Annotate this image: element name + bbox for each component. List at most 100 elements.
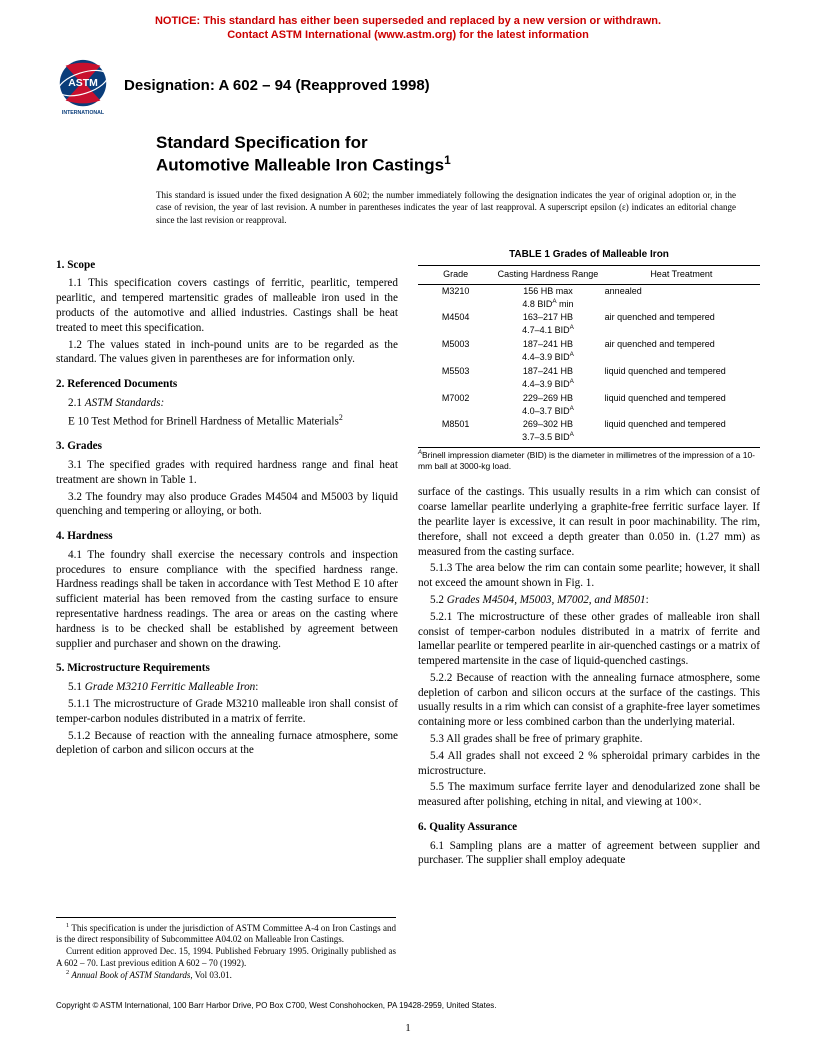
cell: M3210: [418, 284, 493, 311]
s5-r3a: 5.2: [430, 594, 447, 606]
title-block: Standard Specification for Automotive Ma…: [0, 115, 816, 182]
cell-h1: 163–217 HB: [523, 312, 573, 322]
s2-p2: E 10 Test Method for Brinell Hardness of…: [68, 413, 398, 430]
s2-p1i: ASTM Standards:: [85, 397, 164, 409]
tnote-text: Brinell impression diameter (BID) is the…: [418, 450, 755, 471]
table-row: M5503187–241 HB4.4–3.9 BIDAliquid quench…: [418, 365, 760, 392]
s1-p1: 1.1 This specification covers castings o…: [56, 276, 398, 335]
designation: Designation: A 602 – 94 (Reapproved 1998…: [124, 77, 430, 94]
s5-r7: 5.4 All grades shall not exceed 2 % sphe…: [418, 749, 760, 779]
s2-p1a: 2.1: [68, 397, 85, 409]
s5-r5: 5.2.2 Because of reaction with the annea…: [418, 671, 760, 730]
s6-heading: 6. Quality Assurance: [418, 820, 760, 835]
cell-sup: A: [570, 378, 574, 385]
cell-sup: A: [570, 351, 574, 358]
table-title: TABLE 1 Grades of Malleable Iron: [418, 248, 760, 261]
s5-r1: surface of the castings. This usually re…: [418, 485, 760, 559]
copyright: Copyright © ASTM International, 100 Barr…: [56, 1001, 497, 1010]
cell: liquid quenched and tempered: [603, 392, 760, 419]
footnotes: 1 This specification is under the jurisd…: [56, 917, 396, 982]
s5-heading: 5. Microstructure Requirements: [56, 661, 398, 676]
s5-r6: 5.3 All grades shall be free of primary …: [418, 732, 760, 747]
columns: 1. Scope 1.1 This specification covers c…: [0, 226, 816, 871]
cell-h2: 4.4–3.9 BID: [522, 379, 570, 389]
th-treatment: Heat Treatment: [603, 265, 760, 284]
s5-p1c: :: [255, 681, 258, 693]
s5-p3: 5.1.2 Because of reaction with the annea…: [56, 729, 398, 759]
header-row: ASTM INTERNATIONAL Designation: A 602 – …: [0, 49, 816, 115]
s3-heading: 3. Grades: [56, 439, 398, 454]
table-row: M7002229–269 HB4.0–3.7 BIDAliquid quench…: [418, 392, 760, 419]
th-grade: Grade: [418, 265, 493, 284]
cell-h2: 4.4–3.9 BID: [522, 352, 570, 362]
cell-h2: 3.7–3.5 BID: [522, 432, 570, 442]
cell: 187–241 HB4.4–3.9 BIDA: [493, 365, 602, 392]
title-sup: 1: [444, 153, 451, 167]
s5-r8: 5.5 The maximum surface ferrite layer an…: [418, 780, 760, 810]
table-row: M4504163–217 HB4.7–4.1 BIDAair quenched …: [418, 311, 760, 338]
s5-p1: 5.1 Grade M3210 Ferritic Malleable Iron:: [56, 680, 398, 695]
th-hardness: Casting Hardness Range: [493, 265, 602, 284]
footnote-1: 1 This specification is under the jurisd…: [56, 922, 396, 946]
issue-note: This standard is issued under the fixed …: [0, 181, 816, 225]
left-column: 1. Scope 1.1 This specification covers c…: [56, 248, 398, 871]
notice-line2: Contact ASTM International (www.astm.org…: [227, 29, 589, 41]
cell-sup: A: [570, 431, 574, 438]
cell: annealed: [603, 284, 760, 311]
s5-p2: 5.1.1 The microstructure of Grade M3210 …: [56, 697, 398, 727]
s6-p1: 6.1 Sampling plans are a matter of agree…: [418, 839, 760, 869]
cell: M5503: [418, 365, 493, 392]
s2-p2sup: 2: [339, 413, 343, 422]
s3-p2: 3.2 The foundry may also produce Grades …: [56, 490, 398, 520]
cell-h1: 156 HB max: [523, 286, 573, 296]
s5-r3c: :: [646, 594, 649, 606]
cell-h1: 229–269 HB: [523, 393, 573, 403]
s2-p1: 2.1 ASTM Standards:: [56, 396, 398, 411]
cell-suf: min: [557, 299, 574, 309]
cell: 156 HB max4.8 BIDA min: [493, 284, 602, 311]
notice-line1: NOTICE: This standard has either been su…: [155, 15, 661, 27]
table-row: M3210156 HB max4.8 BIDA minannealed: [418, 284, 760, 311]
svg-text:ASTM: ASTM: [68, 78, 98, 89]
cell: 163–217 HB 4.7–4.1 BIDA: [493, 311, 602, 338]
right-column: TABLE 1 Grades of Malleable Iron Grade C…: [418, 248, 760, 871]
table-note: ABrinell impression diameter (BID) is th…: [418, 450, 760, 471]
cell-h2: 4.8 BID: [522, 299, 552, 309]
title-line1: Standard Specification for: [156, 133, 816, 153]
cell-h1: 187–241 HB: [523, 339, 573, 349]
fn1-text: This specification is under the jurisdic…: [56, 923, 396, 945]
cell: M5003: [418, 338, 493, 365]
astm-logo: ASTM INTERNATIONAL: [54, 57, 112, 115]
s5-r3i: Grades M4504, M5003, M7002, and M8501: [447, 594, 646, 606]
s4-p1: 4.1 The foundry shall exercise the neces…: [56, 548, 398, 651]
s5-r4: 5.2.1 The microstructure of these other …: [418, 610, 760, 669]
s3-p1: 3.1 The specified grades with required h…: [56, 458, 398, 488]
notice-banner: NOTICE: This standard has either been su…: [0, 0, 816, 49]
s2-heading: 2. Referenced Documents: [56, 377, 398, 392]
cell: air quenched and tempered: [603, 338, 760, 365]
cell: 269–302 HB 3.7–3.5 BIDA: [493, 418, 602, 447]
s5-r2: 5.1.3 The area below the rim can contain…: [418, 561, 760, 591]
grades-table: Grade Casting Hardness Range Heat Treatm…: [418, 265, 760, 448]
cell: 229–269 HB4.0–3.7 BIDA: [493, 392, 602, 419]
cell-h2: 4.7–4.1 BID: [522, 325, 570, 335]
footnote-2: 2 Annual Book of ASTM Standards, Vol 03.…: [56, 969, 396, 982]
cell: liquid quenched and tempered: [603, 365, 760, 392]
table-row: M8501 269–302 HB 3.7–3.5 BIDAliquid quench…: [418, 418, 760, 447]
cell-h2: 4.0–3.7 BID: [522, 406, 570, 416]
s1-heading: 1. Scope: [56, 258, 398, 273]
title-line2: Automotive Malleable Iron Castings1: [156, 153, 816, 176]
cell: M8501: [418, 418, 493, 447]
cell: M7002: [418, 392, 493, 419]
cell: 187–241 HB 4.4–3.9 BIDA: [493, 338, 602, 365]
s1-p2: 1.2 The values stated in inch-pound unit…: [56, 338, 398, 368]
page-number: 1: [0, 1022, 816, 1034]
grades-tbody: M3210156 HB max4.8 BIDA minannealed M450…: [418, 284, 760, 448]
s2-p2t: E 10 Test Method for Brinell Hardness of…: [68, 415, 339, 427]
cell-h1: 269–302 HB: [523, 419, 573, 429]
s5-r3: 5.2 Grades M4504, M5003, M7002, and M850…: [418, 593, 760, 608]
cell: liquid quenched and tempered: [603, 418, 760, 447]
s5-p1i: Grade M3210 Ferritic Malleable Iron: [85, 681, 255, 693]
svg-text:INTERNATIONAL: INTERNATIONAL: [62, 109, 105, 114]
cell-sup: A: [570, 324, 574, 331]
